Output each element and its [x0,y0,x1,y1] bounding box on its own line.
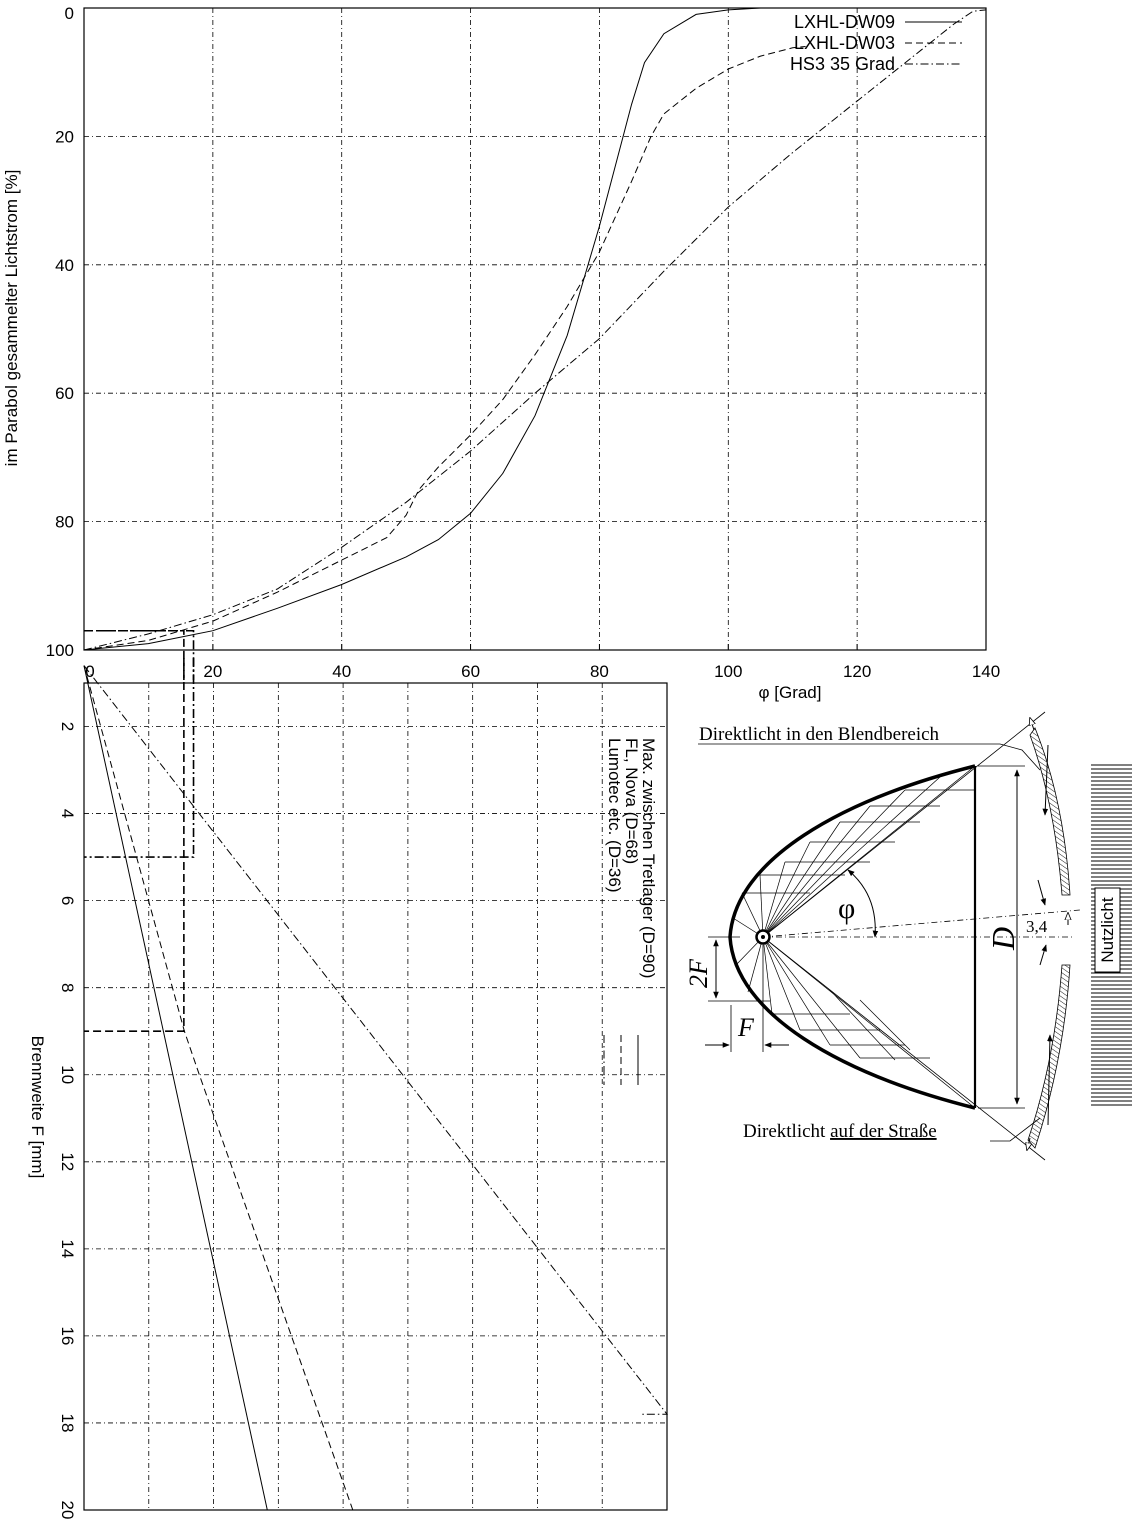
glare-open-arrow [1030,718,1034,731]
direct-road-label-prefix: Direktlicht [743,1121,830,1142]
top-y-tick-label: 60 [55,384,74,403]
road-open-arrow [1027,1137,1030,1150]
two-f-label: 2F [684,958,713,988]
top-x-tick-label: 140 [972,662,1000,681]
direct-glare-label: Direktlicht in den Blendbereich [699,724,940,745]
road-edge-ray [762,936,1046,1161]
bottom-legend-label: Max. zwischen Tretlager (D=90) [639,738,658,978]
f-label: F [737,1013,755,1042]
bottom-y-tick-label: 14 [58,1239,77,1258]
bottom-series-line-3 [83,665,669,1415]
bottom-marker-line-2 [84,658,185,1033]
bottom-y-tick-label: 18 [58,1413,77,1432]
angle-arrow-top [1037,879,1046,906]
bottom-y-tick-label: 10 [58,1065,77,1084]
top-y-tick-label: 0 [65,4,74,23]
direct-road-label-underlined: auf der Straße [830,1121,937,1142]
top-chart-series [83,7,987,651]
top-marker-line-2 [84,629,185,680]
road-arrow [1047,1034,1053,1126]
top-chart-grid [84,8,986,650]
bottom-chart-y-ticks: 2 4 6 8 10 12 14 16 18 20 [58,722,77,1520]
bottom-chart-markers [84,658,195,1033]
bottom-legend-label: Lumotec etc. (D=36) [605,738,624,893]
top-x-tick-label: 40 [332,662,351,681]
bottom-series-line-2 [83,665,354,1511]
road-leader-line [990,1117,1041,1142]
top-x-tick-label: 120 [843,662,871,681]
phi-label: φ [838,892,855,925]
bottom-chart-grid [84,683,667,1510]
lamp-focus-center [761,935,765,939]
parabola-diagram: φ D 2F F 3,4 Direktlicht in den Blendber… [684,711,1132,1161]
useful-light-label: Nutzlicht [1098,897,1117,962]
bottom-y-tick-label: 12 [58,1152,77,1171]
glare-edge-ray [762,711,1046,938]
bottom-chart-frame [83,682,668,1511]
bottom-y-tick-label: 6 [58,896,77,905]
useful-light-label-box [1094,887,1121,973]
bottom-y-tick-label: 20 [58,1501,77,1520]
direct-road-label: Direktlicht auf der Straße [743,1121,937,1142]
top-y-tick-label: 20 [55,127,74,146]
top-y-tick-label: 40 [55,256,74,275]
top-chart-y-ticks: 0 20 40 60 80 100 [46,4,74,660]
bottom-y-tick-label: 16 [58,1326,77,1345]
bottom-chart-y-axis-label: Brennweite F [mm] [28,1036,47,1179]
top-legend-label: LXHL-DW09 [794,12,895,32]
bottom-legend-label: FL, Nova (D=68) [622,738,641,864]
angle-arrow-bottom [1039,944,1047,966]
top-chart: 0 20 40 60 80 100 120 140 0 20 40 60 80 100 φ [Grad]… [2,4,1000,702]
bottom-y-tick-label: 4 [58,809,77,818]
bottom-chart: 2 4 6 8 10 12 14 16 18 20 Brennweite F [mm] Max. … [28,658,669,1520]
glare-hatched-zone [1029,727,1071,896]
top-x-tick-label: 80 [590,662,609,681]
road-hatched-zone [1027,964,1071,1149]
bottom-y-tick-label: 2 [58,722,77,731]
bottom-chart-series [83,665,669,1511]
phi-angle-arc [847,869,879,938]
glare-leader-line [999,743,1041,771]
top-chart-y-axis-label: im Parabol gesammelter Lichtstrom [%] [2,170,21,467]
top-y-tick-label: 100 [46,641,74,660]
glare-arrow [1042,744,1049,816]
top-x-tick-label: 0 [85,662,94,681]
top-chart-x-axis-label: φ [Grad] [759,683,822,702]
top-x-tick-label: 20 [203,662,222,681]
reflector-ray-hatching [732,765,976,1109]
top-series-line-3 [83,9,987,651]
top-y-tick-label: 80 [55,513,74,532]
top-legend-label: LXHL-DW03 [794,33,895,53]
top-x-tick-label: 60 [461,662,480,681]
d-label: D [985,927,1021,951]
top-legend-label: HS3 35 Grad [790,54,895,74]
top-chart-x-ticks: 0 20 40 60 80 100 120 140 [83,644,1000,681]
bottom-series-line-1 [83,665,268,1511]
top-chart-frame [83,7,987,651]
bottom-y-tick-label: 8 [58,983,77,992]
top-x-tick-label: 100 [714,662,742,681]
bottom-chart-legend: Max. zwischen Tretlager (D=90)FL, Nova (… [603,738,658,1085]
bottom-marker-line-1 [84,658,195,858]
tilted-axis [762,909,1081,938]
angle-value-label: 3,4 [1026,917,1048,936]
top-series-line-2 [83,46,806,651]
top-series-line-1 [83,7,806,651]
